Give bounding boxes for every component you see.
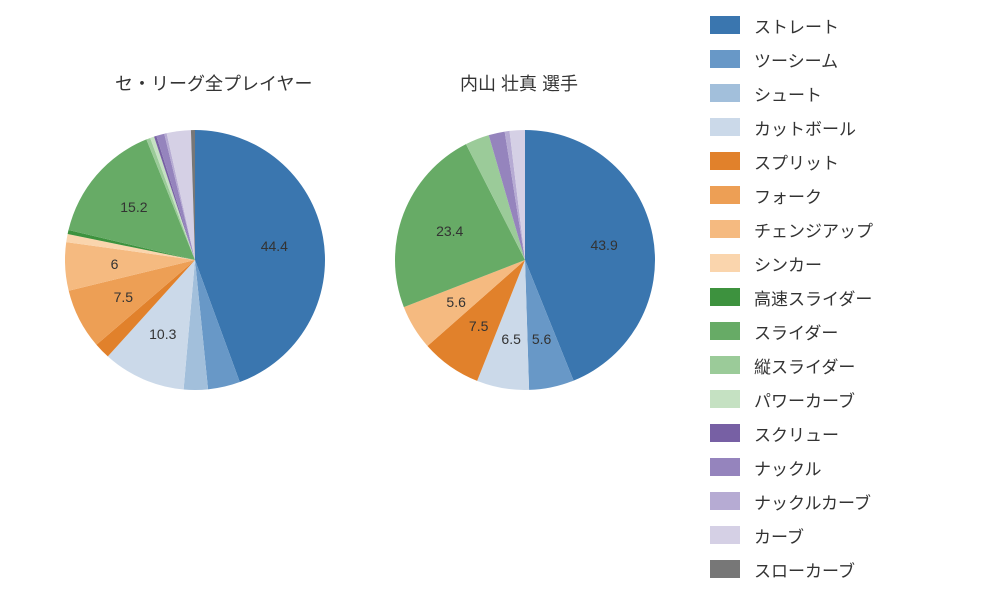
pie-svg [65,130,325,390]
legend-swatch [710,356,740,374]
legend-label: スクリュー [754,421,839,446]
legend-item: 高速スライダー [710,280,1000,314]
legend-swatch [710,322,740,340]
legend-label: 高速スライダー [754,285,872,310]
pie-slice-label: 44.4 [261,238,288,254]
legend-label: ツーシーム [754,47,838,72]
legend-label: カットボール [754,115,856,140]
legend-item: シンカー [710,246,1000,280]
legend-swatch [710,424,740,442]
legend-swatch [710,526,740,544]
legend-item: チェンジアップ [710,212,1000,246]
legend-label: ナックルカーブ [754,489,871,514]
legend-label: フォーク [754,183,822,208]
legend-label: スローカーブ [754,557,855,582]
legend-swatch [710,288,740,306]
legend-swatch [710,186,740,204]
legend-swatch [710,492,740,510]
legend-item: スローカーブ [710,552,1000,586]
legend-swatch [710,50,740,68]
legend-item: パワーカーブ [710,382,1000,416]
pie-slice-label: 15.2 [120,199,147,215]
legend-label: パワーカーブ [754,387,855,412]
legend: ストレートツーシームシュートカットボールスプリットフォークチェンジアップシンカー… [700,0,1000,594]
legend-item: スライダー [710,314,1000,348]
legend-label: シンカー [754,251,822,276]
legend-swatch [710,220,740,238]
pie-title: セ・リーグ全プレイヤー [115,70,312,96]
legend-item: シュート [710,76,1000,110]
legend-item: 縦スライダー [710,348,1000,382]
pie-slice-label: 43.9 [590,237,617,253]
legend-swatch [710,118,740,136]
legend-item: ストレート [710,8,1000,42]
legend-swatch [710,16,740,34]
legend-item: スプリット [710,144,1000,178]
pie-slice-label: 6.5 [501,331,520,347]
pie-chart: 43.95.66.57.55.623.4 [395,130,655,390]
legend-item: カットボール [710,110,1000,144]
legend-item: ナックルカーブ [710,484,1000,518]
legend-label: ストレート [754,13,839,38]
legend-item: スクリュー [710,416,1000,450]
legend-label: ナックル [754,455,822,480]
legend-item: カーブ [710,518,1000,552]
pie-slice-label: 23.4 [436,223,463,239]
pie-slice-label: 7.5 [469,318,488,334]
chart-container: セ・リーグ全プレイヤー 44.4 10.3 7.5 6 15.2 内山 壮真 選手 43.9 5… [0,0,1000,600]
legend-label: シュート [754,81,822,106]
pie-slice-label: 5.6 [532,331,551,347]
legend-swatch [710,152,740,170]
legend-item: フォーク [710,178,1000,212]
legend-swatch [710,84,740,102]
pie-title: 内山 壮真 選手 [460,70,578,96]
legend-swatch [710,254,740,272]
legend-label: スライダー [754,319,838,344]
legend-label: チェンジアップ [754,217,873,242]
legend-swatch [710,390,740,408]
pie-slice-label: 7.5 [114,289,133,305]
pie-chart: 44.4 10.3 7.5 6 15.2 [65,130,325,390]
legend-swatch [710,560,740,578]
legend-item: ツーシーム [710,42,1000,76]
pie-slice-label: 6 [111,256,119,272]
pie-slice-label: 5.6 [446,294,465,310]
legend-label: スプリット [754,149,839,174]
legend-label: カーブ [754,523,804,548]
legend-label: 縦スライダー [754,353,855,378]
pie-slice-label: 10.3 [149,326,176,342]
legend-swatch [710,458,740,476]
legend-item: ナックル [710,450,1000,484]
pie-svg [395,130,655,390]
